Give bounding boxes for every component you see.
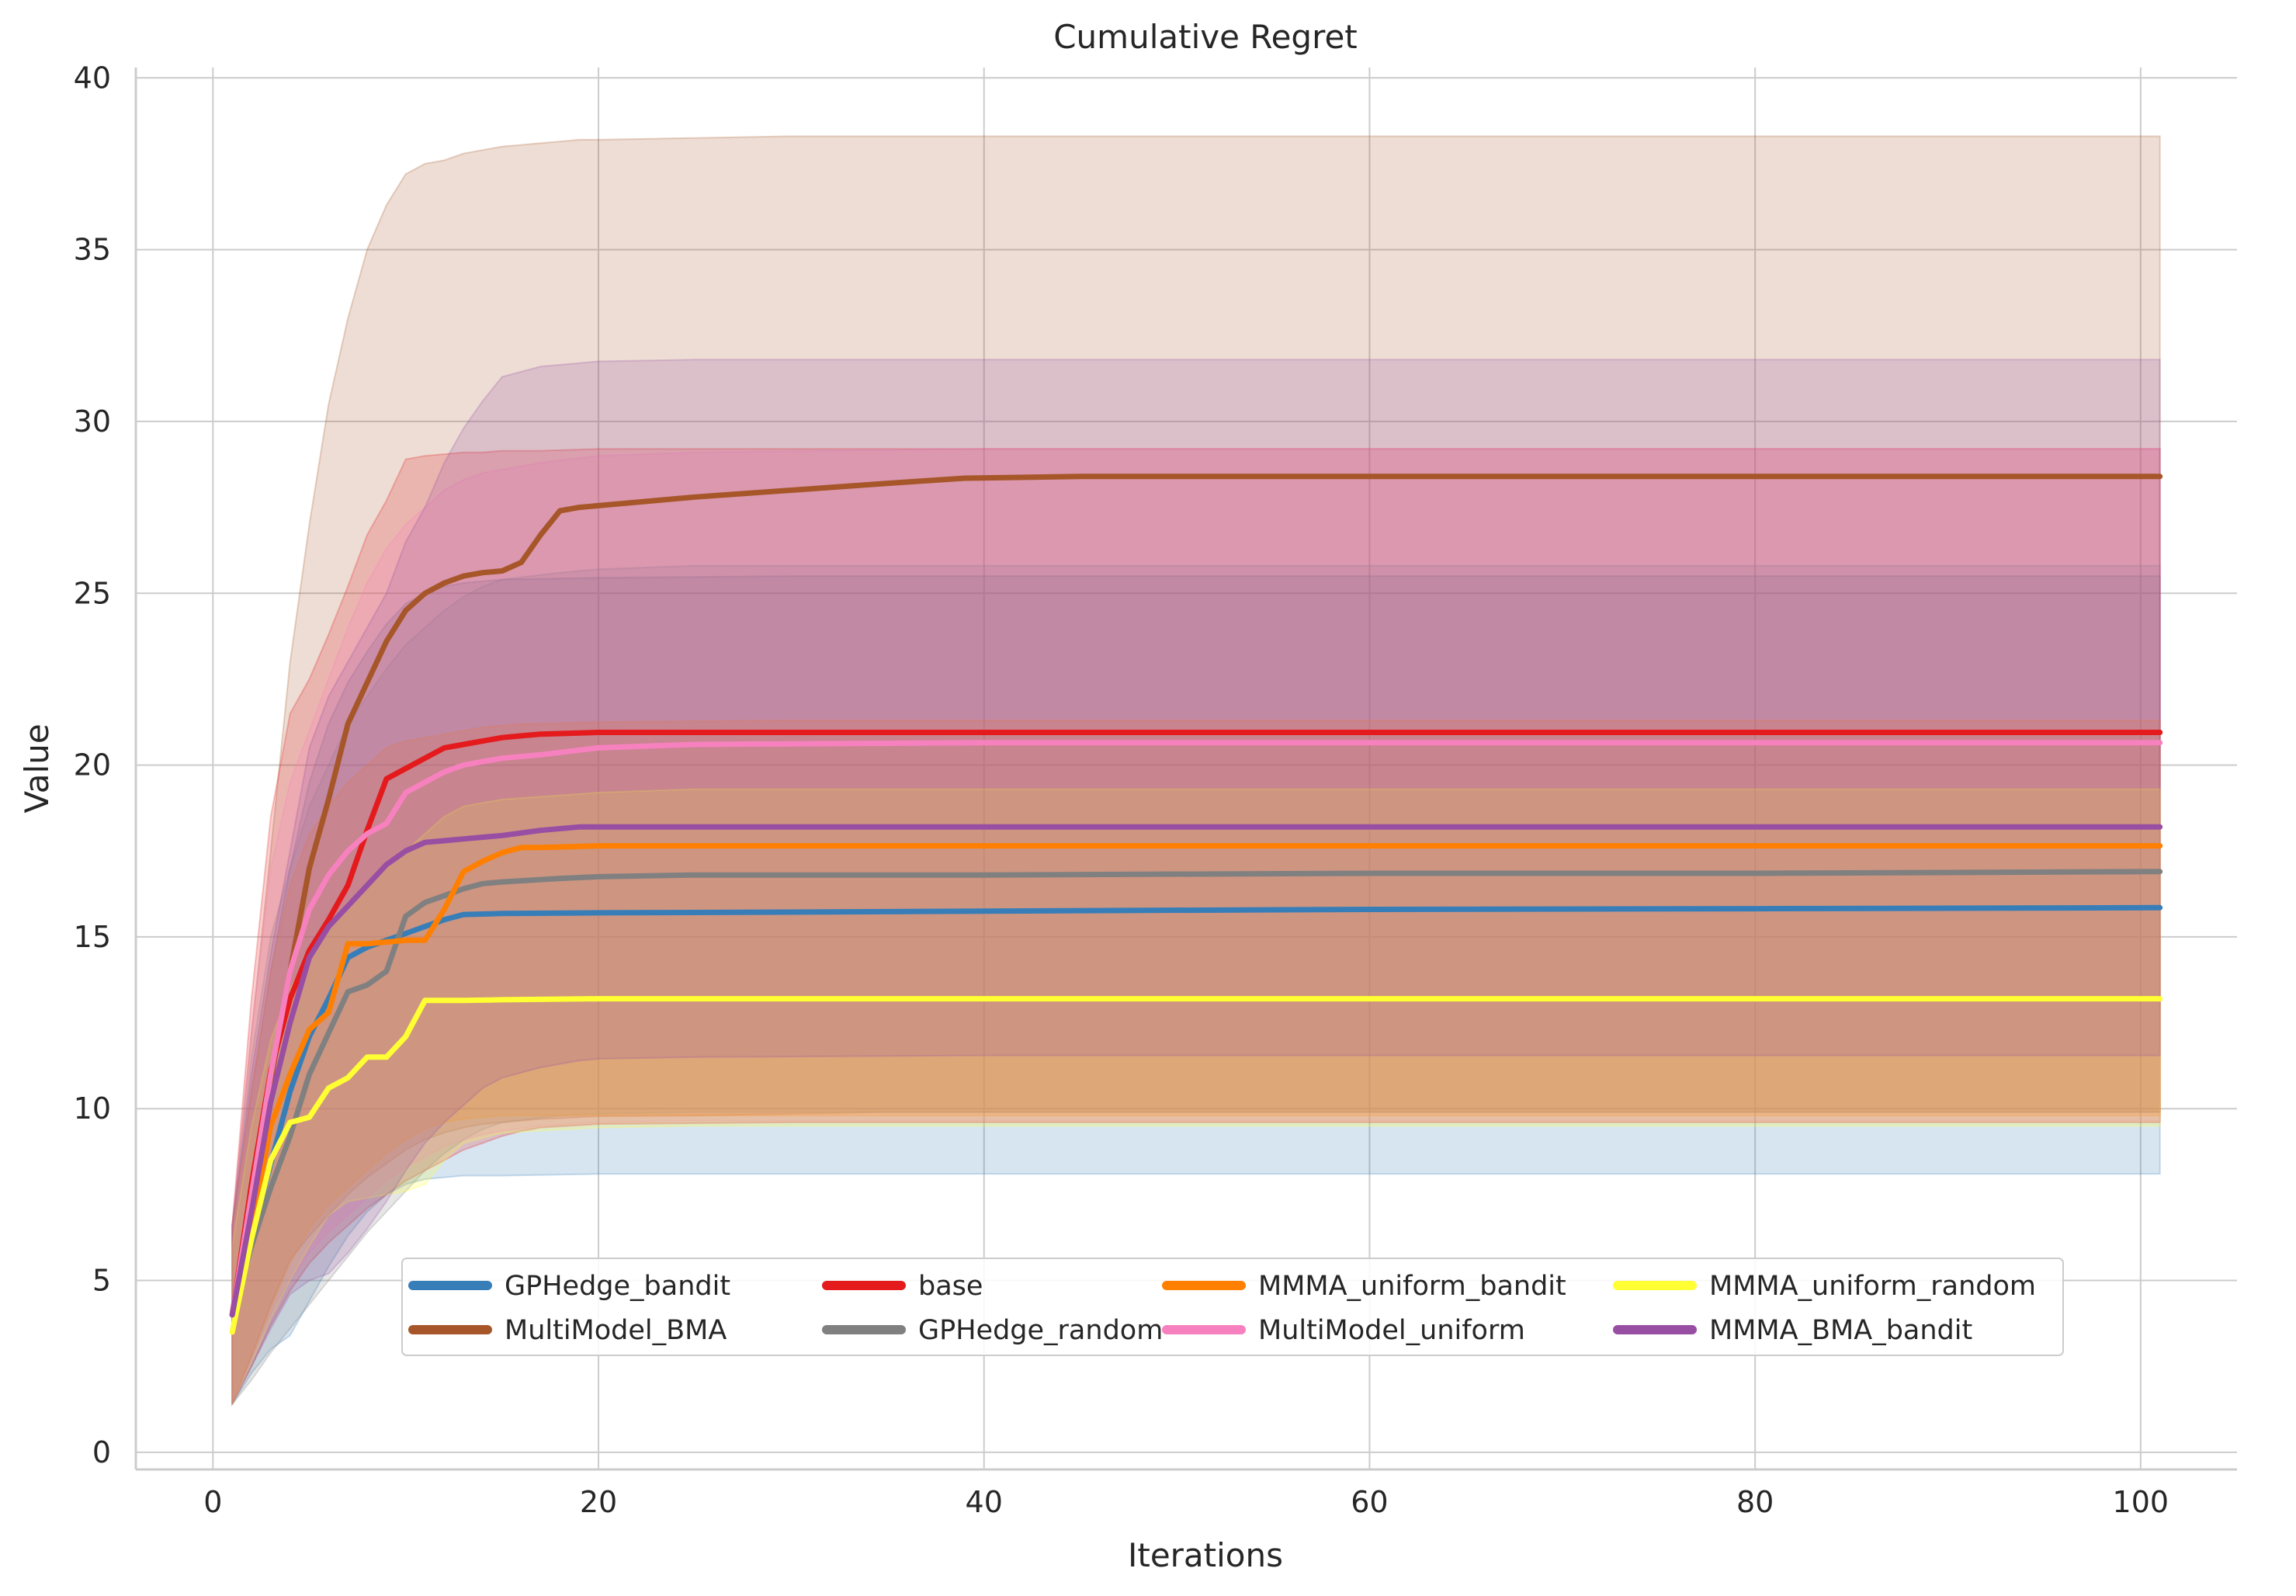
x-tick-label: 40 [966, 1485, 1003, 1519]
y-tick-label: 30 [74, 404, 111, 439]
line-gphedge-bandit [229, 904, 2163, 1318]
y-tick-label: 5 [92, 1264, 111, 1298]
legend-label-gphedge-bandit: GPHedge_bandit [505, 1271, 730, 1302]
y-tick-label: 25 [74, 576, 111, 610]
y-tick-label: 10 [74, 1091, 111, 1126]
band-gphedge-random [231, 564, 2161, 1407]
line-multimodel-uniform [229, 740, 2163, 1318]
band-multimodel-bma [231, 135, 2161, 1405]
y-tick-labels: 0 5 10 15 20 25 30 35 40 [74, 61, 111, 1469]
legend-label-mmma-uniform-random: MMMA_uniform_random [1709, 1271, 2036, 1302]
y-tick-label: 20 [74, 748, 111, 782]
line-mmma-uniform-random [229, 996, 2163, 1335]
x-tick-labels: 0 20 40 60 80 100 [203, 1485, 2169, 1519]
band-multimodel-uniform [231, 448, 2161, 1405]
mean-lines [229, 474, 2163, 1335]
legend-label-multimodel-uniform: MultiModel_uniform [1258, 1315, 1525, 1346]
y-axis-label: Value [18, 723, 56, 813]
x-tick-label: 60 [1351, 1485, 1388, 1519]
band-mmma-bma-bandit [231, 359, 2161, 1405]
legend-label-gphedge-random: GPHedge_random [918, 1315, 1163, 1346]
line-base [229, 730, 2163, 1318]
x-tick-label: 80 [1736, 1485, 1774, 1519]
x-tick-label: 100 [2113, 1485, 2169, 1519]
legend-label-base: base [918, 1271, 983, 1302]
line-mmma-uniform-bandit [229, 843, 2163, 1318]
line-multimodel-bma [229, 474, 2163, 1318]
confidence-bands [231, 135, 2161, 1407]
y-tick-label: 15 [74, 920, 111, 954]
axes [134, 68, 2237, 1471]
line-gphedge-random [229, 869, 2163, 1318]
band-base [231, 448, 2161, 1405]
line-mmma-bma-bandit [229, 824, 2163, 1318]
x-tick-label: 20 [580, 1485, 617, 1519]
x-axis-label: Iterations [1128, 1536, 1283, 1574]
legend-label-mmma-bma-bandit: MMMA_BMA_bandit [1709, 1315, 1972, 1346]
band-gphedge-bandit [231, 575, 2161, 1407]
legend-label-mmma-uniform-bandit: MMMA_uniform_bandit [1258, 1271, 1566, 1302]
legend: GPHedge_bandit MultiModel_BMA base GPHedge_… [401, 1258, 2064, 1356]
x-tick-label: 0 [203, 1485, 222, 1519]
y-tick-label: 0 [92, 1435, 111, 1469]
legend-label-multimodel-bma: MultiModel_BMA [505, 1315, 727, 1346]
y-tick-label: 35 [74, 233, 111, 267]
y-tick-label: 40 [74, 61, 111, 95]
band-mmma-uniform-bandit [231, 720, 2161, 1405]
chart-title: Cumulative Regret [1053, 18, 1358, 56]
